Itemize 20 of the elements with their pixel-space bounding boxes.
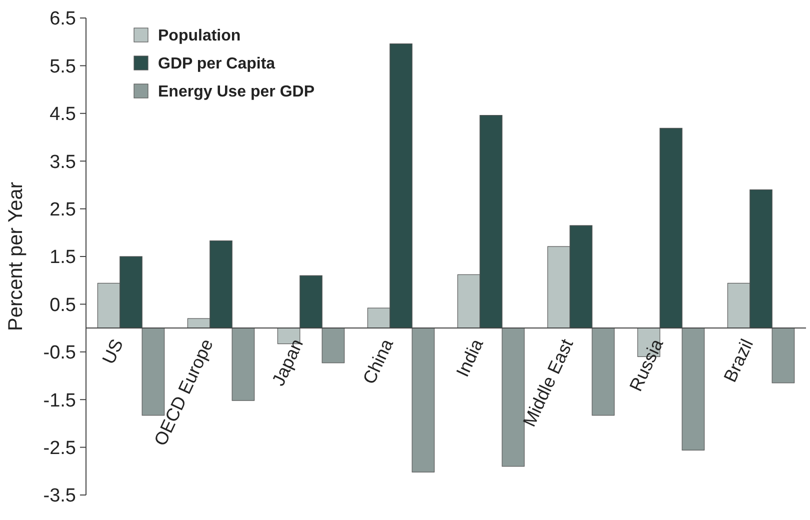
y-axis-title: Percent per Year: [5, 182, 27, 331]
y-tick-label: 3.5: [50, 152, 76, 173]
y-tick-label: -3.5: [43, 486, 76, 507]
x-tick-label: US: [98, 336, 128, 368]
y-tick-label: 4.5: [50, 104, 76, 126]
y-tick-label: 0.5: [50, 294, 76, 316]
legend-label: Population: [158, 28, 241, 45]
y-tick-label: -1.5: [43, 390, 76, 412]
y-tick-label: 5.5: [50, 56, 76, 78]
y-tick-label: -2.5: [43, 438, 76, 459]
x-tick-label: Brazil: [720, 336, 758, 386]
y-tick-label: 1.5: [50, 247, 76, 268]
x-tick-label: Japan: [268, 336, 308, 389]
x-tick-label: China: [359, 335, 398, 388]
x-tick-label: India: [452, 335, 488, 380]
legend-label: GDP per Capita: [158, 56, 276, 73]
y-tick-label: 2.5: [50, 199, 76, 220]
y-tick-label: 6.5: [50, 8, 76, 30]
y-tick-label: -0.5: [43, 342, 76, 364]
legend-label: Energy Use per GDP: [158, 84, 315, 101]
